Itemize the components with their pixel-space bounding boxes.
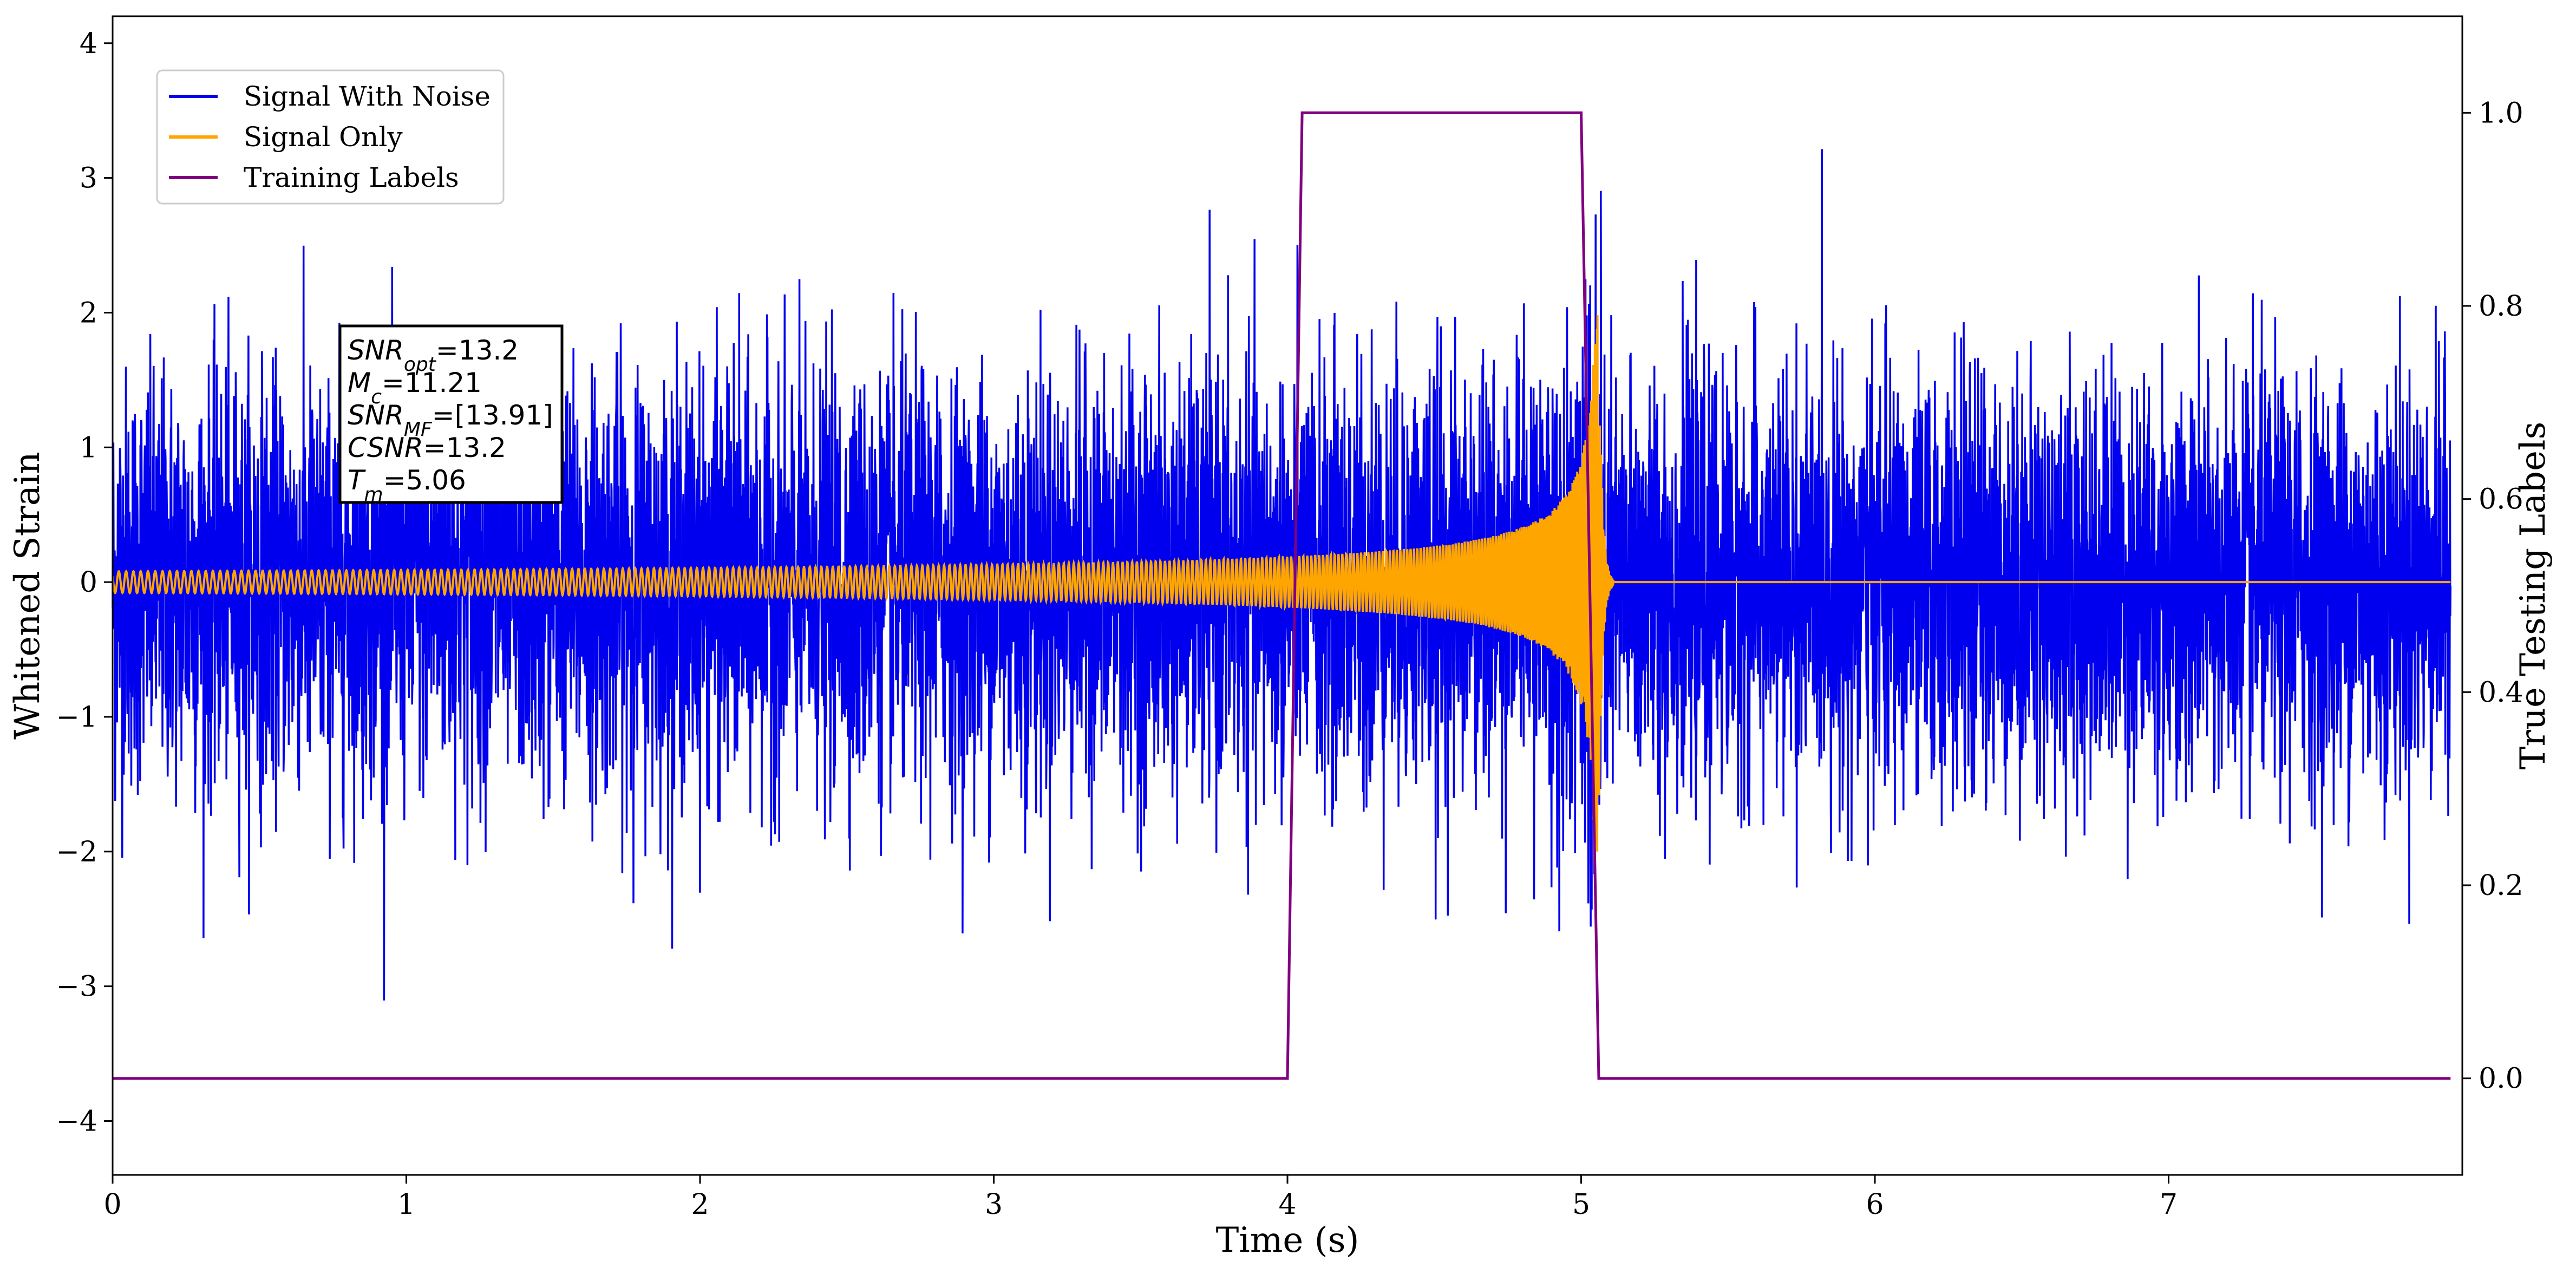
y-tick-label: 4	[80, 28, 97, 60]
x-tick-label: 3	[985, 1188, 1003, 1221]
x-tick-label: 2	[691, 1188, 709, 1221]
y-tick-label: 2	[80, 297, 97, 329]
y-tick-label: −4	[56, 1105, 97, 1138]
y-tick-label: −3	[56, 971, 97, 1003]
annotation-frame	[338, 324, 564, 504]
annotation-line: SNRMF=[13.91]	[348, 400, 553, 441]
annotation-box: SNRopt=13.2Mc=11.21SNRMF=[13.91]CSNR=13.…	[338, 324, 564, 506]
y-tick-label: 0	[80, 566, 97, 599]
x-tick-label: 6	[1866, 1188, 1884, 1221]
x-tick-label: 5	[1572, 1188, 1590, 1221]
x-tick-label: 7	[2160, 1188, 2178, 1221]
y2-tick-label: 0.6	[2479, 484, 2523, 516]
legend-entry: Signal Only	[244, 121, 403, 153]
legend-entry: Training Labels	[244, 162, 459, 193]
y2-tick-label: 0.0	[2479, 1063, 2523, 1095]
y-axis-title: Whitened Strain	[8, 452, 48, 739]
y-axis-left: −4 −3 −2 −1 0 1 2 3 4	[56, 28, 113, 1138]
y-tick-label: 1	[80, 432, 97, 464]
annotation-line: Tm=5.06	[348, 465, 466, 506]
signal-only-line	[112, 315, 2451, 852]
y2-tick-label: 0.4	[2479, 676, 2523, 709]
y-tick-label: −1	[56, 701, 97, 734]
training-labels-line	[113, 111, 2451, 1080]
signal-only-series	[112, 315, 2451, 852]
y2-tick-label: 0.8	[2479, 290, 2523, 323]
y-axis-right: 0.0 0.2 0.4 0.6 0.8 1.0	[2462, 97, 2523, 1095]
y2-tick-label: 1.0	[2479, 97, 2523, 129]
y-tick-label: 3	[80, 162, 97, 195]
legend-box	[156, 69, 505, 205]
annotation-line: Mc=11.21	[348, 367, 482, 408]
x-axis-title: Time (s)	[1216, 1220, 1359, 1260]
annotation-line: CSNR=13.2	[348, 432, 506, 463]
training-labels-series	[113, 111, 2451, 1080]
y2-tick-label: 0.2	[2479, 870, 2523, 902]
annotation-line: SNRopt=13.2	[348, 335, 519, 376]
legend-entry: Signal With Noise	[244, 81, 491, 112]
legend: Signal With Noise Signal Only Training Lab…	[156, 69, 505, 205]
x-tick-label: 0	[103, 1188, 121, 1221]
x-tick-label: 1	[397, 1188, 415, 1221]
y2-axis-title: True Testing Labels	[2513, 422, 2553, 770]
x-axis: 0 1 2 3 4 5 6 7	[103, 1175, 2178, 1221]
x-tick-label: 4	[1278, 1188, 1296, 1221]
y-tick-label: −2	[56, 836, 97, 868]
